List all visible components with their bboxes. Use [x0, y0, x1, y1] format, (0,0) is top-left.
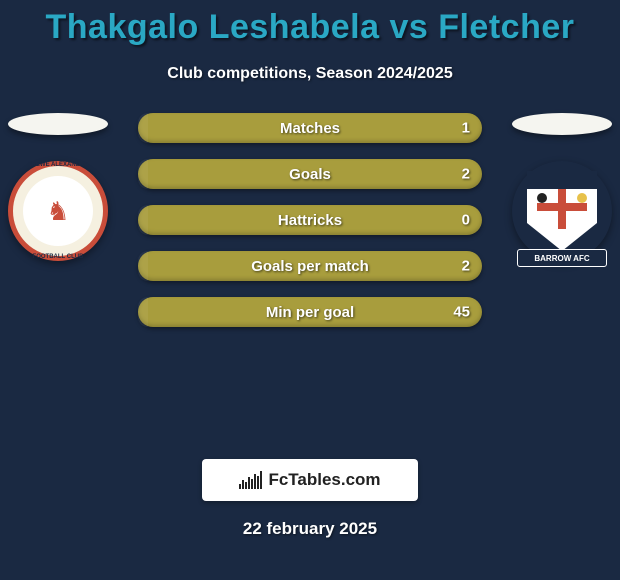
player-left-placeholder [8, 113, 108, 135]
stat-label: Min per goal [266, 304, 354, 321]
stat-label: Hattricks [278, 212, 342, 229]
player-right-column: BARROW AFC [512, 113, 612, 261]
date-line: 22 february 2025 [0, 519, 620, 539]
stat-row-gpm: Goals per match 2 [138, 251, 482, 281]
stat-label: Matches [280, 120, 340, 137]
player-left-column: CREWE ALEXANDRA ♞ FOOTBALL CLUB [8, 113, 108, 261]
page-title: Thakgalo Leshabela vs Fletcher [0, 0, 620, 47]
stat-right-value: 0 [462, 212, 470, 229]
club-logo-left-inner: CREWE ALEXANDRA ♞ FOOTBALL CLUB [23, 176, 93, 246]
stat-fill [138, 159, 148, 189]
stat-fill [138, 251, 148, 281]
chart-bars-icon [239, 471, 262, 489]
stat-right-value: 1 [462, 120, 470, 137]
stats-list: Matches 1 Goals 2 Hattricks 0 Goals per … [138, 113, 482, 327]
stat-label: Goals [289, 166, 331, 183]
club-logo-right: BARROW AFC [512, 161, 612, 261]
stat-label: Goals per match [251, 258, 369, 275]
comparison-area: CREWE ALEXANDRA ♞ FOOTBALL CLUB BARROW A… [0, 113, 620, 433]
stat-row-goals: Goals 2 [138, 159, 482, 189]
brand-text: FcTables.com [268, 470, 380, 490]
subtitle: Club competitions, Season 2024/2025 [0, 65, 620, 83]
lion-icon: ♞ [46, 198, 69, 224]
brand-box[interactable]: FcTables.com [202, 459, 418, 501]
club-left-text-bottom: FOOTBALL CLUB [33, 254, 84, 260]
club-right-banner: BARROW AFC [517, 249, 607, 267]
stat-row-mpg: Min per goal 45 [138, 297, 482, 327]
stat-right-value: 45 [453, 304, 470, 321]
club-logo-left: CREWE ALEXANDRA ♞ FOOTBALL CLUB [8, 161, 108, 261]
stat-fill [138, 205, 148, 235]
club-left-text-top: CREWE ALEXANDRA [27, 162, 88, 168]
shield-icon [527, 171, 597, 251]
stat-row-matches: Matches 1 [138, 113, 482, 143]
stat-row-hattricks: Hattricks 0 [138, 205, 482, 235]
stat-right-value: 2 [462, 258, 470, 275]
stat-fill [138, 113, 148, 143]
stat-right-value: 2 [462, 166, 470, 183]
player-right-placeholder [512, 113, 612, 135]
stat-fill [138, 297, 148, 327]
